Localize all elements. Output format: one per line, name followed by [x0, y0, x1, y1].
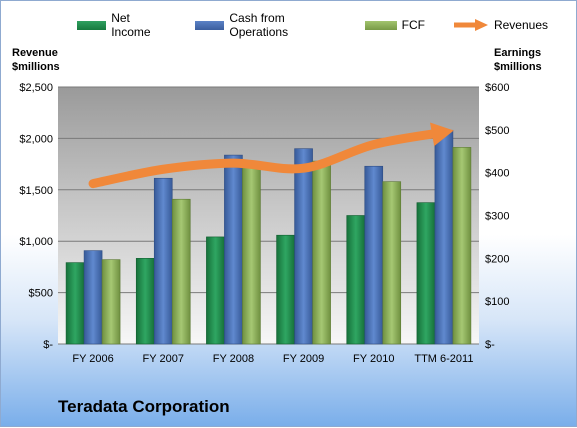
x-tick-label: TTM 6-2011 [414, 353, 473, 365]
revenue-arrow-head [430, 122, 454, 147]
bar-fcf [382, 181, 402, 345]
left-axis-title: Revenue $millions [12, 46, 60, 74]
right-tick-label: $300 [485, 211, 509, 223]
right-tick-label: $200 [485, 253, 509, 265]
legend-label: Net Income [111, 11, 151, 39]
bar-cash-from-operations [153, 177, 173, 345]
left-axis-title-line: Revenue [12, 47, 58, 59]
left-tick-label: $2,500 [19, 82, 53, 94]
legend-label: Revenues [493, 18, 548, 32]
legend-swatch [195, 20, 225, 30]
bar-net-income [135, 258, 155, 345]
left-tick-label: $1,500 [19, 185, 53, 197]
bar-fcf [101, 259, 121, 345]
bar-cash-from-operations [364, 165, 384, 345]
chart-title: Teradata Corporation [58, 397, 230, 416]
bar-cash-from-operations [83, 250, 103, 345]
bar-fcf [312, 160, 331, 345]
bar-fcf [242, 162, 261, 345]
right-tick-label: $500 [485, 125, 509, 137]
bar-cash-from-operations [294, 148, 313, 345]
bar-fcf [452, 147, 472, 345]
legend-item-cash-from-operations: Cash from Operations [195, 11, 336, 39]
legend-item-fcf: FCF [364, 18, 425, 32]
arrow-icon [453, 19, 488, 31]
x-tick-label: FY 2010 [353, 353, 394, 365]
bar-net-income [206, 236, 225, 345]
revenue-line [88, 127, 449, 189]
left-tick-label: $2,000 [19, 133, 53, 145]
right-axis-title: Earnings $millions [494, 46, 542, 74]
right-tick-label: $600 [485, 82, 509, 94]
x-tick-label: FY 2006 [72, 353, 113, 365]
legend-swatch [77, 20, 107, 30]
left-tick-label: $- [43, 339, 53, 351]
left-tick-label: $1,000 [19, 236, 53, 248]
right-tick-label: $400 [485, 168, 509, 180]
legend-item-net-income: Net Income [77, 11, 167, 39]
bar-fcf [171, 198, 191, 345]
right-axis-title-line: $millions [494, 61, 542, 73]
bar-cash-from-operations [224, 154, 243, 345]
legend-label: Cash from Operations [229, 11, 289, 39]
legend-item-revenues: Revenues [453, 18, 548, 32]
legend: Net Income Cash from Operations FCF Reve… [77, 11, 576, 39]
legend-swatch [364, 20, 397, 30]
bar-net-income [346, 215, 366, 345]
legend-label: FCF [401, 18, 425, 32]
left-tick-label: $500 [29, 288, 53, 300]
right-tick-label: $- [485, 339, 495, 351]
right-axis-title-line: Earnings [494, 47, 542, 59]
x-tick-label: FY 2008 [213, 353, 254, 365]
bar-net-income [276, 234, 295, 345]
x-tick-label: FY 2007 [143, 353, 184, 365]
bar-net-income [416, 202, 436, 345]
right-tick-label: $100 [485, 296, 509, 308]
plot-area [58, 87, 479, 344]
left-axis-title-line: $millions [12, 61, 60, 73]
bar-cash-from-operations [434, 129, 454, 345]
x-tick-label: FY 2009 [283, 353, 324, 365]
bar-net-income [65, 262, 85, 345]
